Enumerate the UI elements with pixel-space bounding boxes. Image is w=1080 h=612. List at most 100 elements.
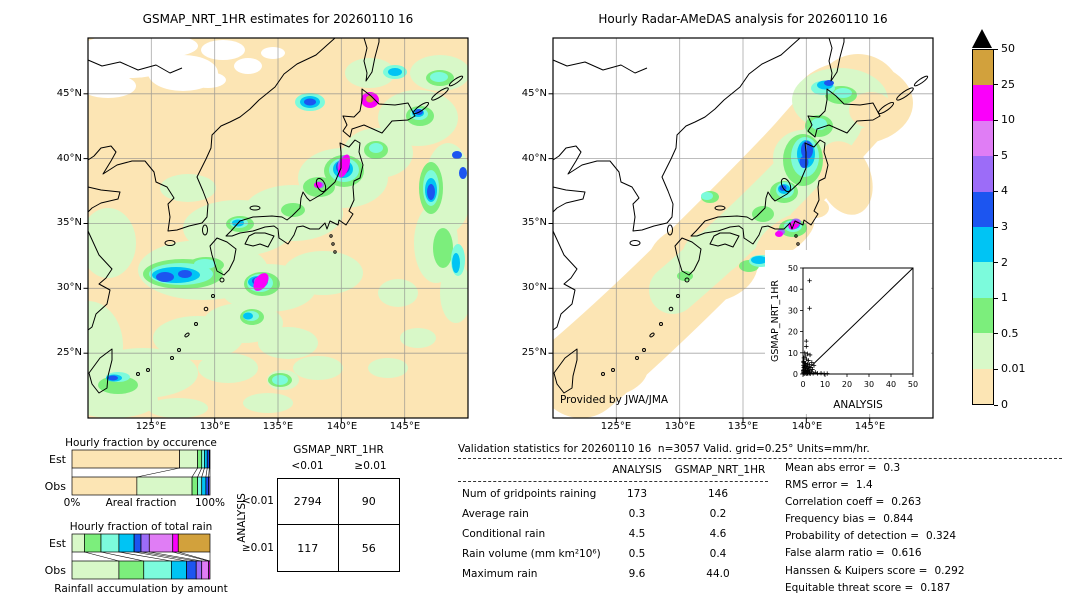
occurrence-x0-label: 0% bbox=[64, 497, 81, 509]
colorbar-tickmark-2 bbox=[994, 119, 998, 121]
metric-1: RMS error = 1.4 bbox=[785, 479, 1065, 496]
metric-label: Correlation coeff = bbox=[785, 496, 885, 509]
stats-row-analysis: 4.5 bbox=[628, 528, 646, 540]
colorbar-tickmark-4 bbox=[994, 190, 998, 192]
svg-text:50: 50 bbox=[908, 380, 918, 389]
colorbar-label-10: 0 bbox=[1001, 398, 1008, 411]
occurrence-est-label: Est bbox=[49, 453, 67, 466]
colorbar-tickmark-7 bbox=[994, 297, 998, 299]
colorbar-seg-5 bbox=[973, 226, 993, 263]
stats-row-analysis: 9.6 bbox=[628, 568, 646, 580]
metric-label: Probability of detection = bbox=[785, 530, 920, 543]
metric-5: False alarm ratio = 0.616 bbox=[785, 547, 1065, 564]
stats-metrics: Mean abs error = 0.3 RMS error = 1.4 Correla… bbox=[785, 462, 1065, 599]
stats-row-1: Average rain 0.3 0.2 bbox=[458, 505, 768, 525]
stats-divider-table bbox=[458, 481, 768, 482]
contingency-row-header: ANALYSIS bbox=[236, 493, 248, 543]
totalrain-obs-label: Obs bbox=[45, 564, 67, 577]
metric-label: RMS error = bbox=[785, 479, 849, 492]
stats-col-gsmap: GSMAP_NRT_1HR bbox=[674, 464, 766, 476]
contingency-cell-01: 90 bbox=[338, 479, 399, 525]
svg-text:50: 50 bbox=[788, 264, 798, 273]
occurrence-obs-label: Obs bbox=[45, 480, 67, 493]
metric-label: False alarm ratio = bbox=[785, 547, 885, 560]
colorbar-seg-7 bbox=[973, 297, 993, 334]
contingency-row-label-1: ≥0.01 bbox=[241, 542, 274, 554]
metric-value: 0.616 bbox=[891, 547, 922, 560]
right-map-y-tick-3: 30°N bbox=[521, 282, 547, 293]
colorbar-seg-1 bbox=[973, 85, 993, 121]
right-map-y-tick-1: 40°N bbox=[521, 153, 547, 164]
stats-row-gsmap: 0.2 bbox=[709, 508, 727, 520]
colorbar-label-4: 4 bbox=[1001, 184, 1008, 198]
left-map-precip-field bbox=[88, 38, 468, 418]
colorbar-label-9: 0.01 bbox=[1001, 362, 1026, 376]
left-map-y-tick-3: 30°N bbox=[56, 282, 82, 293]
scatter-ylabel: GSMAP_NRT_1HR bbox=[770, 280, 781, 362]
left-map-x-tick-4: 145°E bbox=[389, 421, 421, 432]
stats-table: Num of gridpoints raining 173 146 Average… bbox=[458, 485, 768, 585]
svg-text:0: 0 bbox=[793, 370, 798, 379]
stats-row-gsmap: 146 bbox=[707, 488, 729, 500]
left-map-y-tick-4: 25°N bbox=[56, 347, 82, 358]
svg-text:10: 10 bbox=[820, 380, 830, 389]
svg-text:40: 40 bbox=[886, 380, 896, 389]
credit-text: Provided by JWA/JMA bbox=[560, 394, 669, 406]
totalrain-chart-title: Hourly fraction of total rain bbox=[70, 521, 213, 533]
occurrence-chart-title: Hourly fraction by occurence bbox=[65, 437, 217, 449]
colorbar-label-6: 2 bbox=[1001, 255, 1008, 269]
colorbar-tickmark-5 bbox=[994, 226, 998, 228]
colorbar-label-8: 0.5 bbox=[1001, 326, 1019, 340]
colorbar-seg-2 bbox=[973, 120, 993, 157]
right-map-x-tick-0: 125°E bbox=[600, 421, 632, 432]
stats-row-label: Conditional rain bbox=[462, 528, 546, 540]
colorbar-tickmark-9 bbox=[994, 368, 998, 370]
colorbar-seg-3 bbox=[973, 156, 993, 192]
colorbar-label-0: 50 bbox=[1001, 42, 1015, 55]
metric-7: Equitable threat score = 0.187 bbox=[785, 582, 1065, 599]
occurrence-x100-label: 100% bbox=[195, 497, 225, 509]
stats-row-analysis: 0.5 bbox=[628, 548, 646, 560]
colorbar-seg-6 bbox=[973, 262, 993, 298]
totalrain-est-label: Est bbox=[49, 537, 67, 550]
colorbar-tickmark-0 bbox=[994, 48, 998, 50]
metric-value: 0.3 bbox=[883, 462, 901, 474]
right-map-y-tick-2: 35°N bbox=[521, 217, 547, 228]
metric-value: 0.263 bbox=[891, 496, 922, 509]
stats-row-2: Conditional rain 4.5 4.6 bbox=[458, 525, 768, 545]
stats-row-gsmap: 0.4 bbox=[709, 548, 727, 560]
colorbar-label-5: 3 bbox=[1001, 220, 1008, 233]
colorbar: 50 25 10 5 4 3 2 1 0.5 0.01 0 bbox=[960, 20, 1080, 420]
left-map-x-tick-1: 130°E bbox=[199, 421, 231, 432]
totalrain-bars bbox=[71, 533, 211, 580]
left-map-y-tick-0: 45°N bbox=[56, 88, 82, 99]
svg-text:20: 20 bbox=[788, 328, 798, 337]
stats-row-gsmap: 4.6 bbox=[709, 528, 727, 540]
colorbar-seg-0 bbox=[973, 50, 993, 86]
colorbar-tickmark-10 bbox=[994, 404, 998, 406]
svg-text:30: 30 bbox=[788, 306, 798, 315]
left-map bbox=[83, 37, 469, 424]
left-map-title: GSMAP_NRT_1HR estimates for 20260110 16 bbox=[142, 12, 414, 26]
colorbar-overflow-triangle bbox=[971, 29, 992, 48]
colorbar-tickmark-1 bbox=[994, 84, 998, 86]
svg-text:20: 20 bbox=[842, 380, 852, 389]
contingency-cell-11: 56 bbox=[361, 541, 376, 555]
stats-row-3: Rain volume (mm km²10⁶) 0.5 0.4 bbox=[458, 545, 768, 565]
colorbar-tickmark-8 bbox=[994, 333, 998, 335]
right-map-x-tick-2: 135°E bbox=[727, 421, 759, 432]
fraction-charts: Hourly fraction by occurence Est Obs 0% … bbox=[45, 437, 228, 595]
contingency-row-label-0: <0.01 bbox=[241, 495, 274, 507]
metric-value: 0.324 bbox=[926, 530, 957, 543]
colorbar-seg-9 bbox=[973, 368, 993, 404]
scatter-content: 0 10 20 30 40 50 0 10 20 30 40 50 bbox=[788, 264, 918, 389]
metric-value: 1.4 bbox=[855, 479, 873, 492]
right-map-x-tick-4: 145°E bbox=[854, 421, 886, 432]
svg-text:40: 40 bbox=[788, 285, 798, 294]
right-map-y-tick-4: 25°N bbox=[521, 347, 547, 358]
left-map-x-tick-2: 135°E bbox=[262, 421, 294, 432]
metric-label: Equitable threat score = bbox=[785, 581, 914, 594]
right-map-x-tick-1: 130°E bbox=[664, 421, 696, 432]
contingency-cell-10: 117 bbox=[278, 525, 339, 571]
